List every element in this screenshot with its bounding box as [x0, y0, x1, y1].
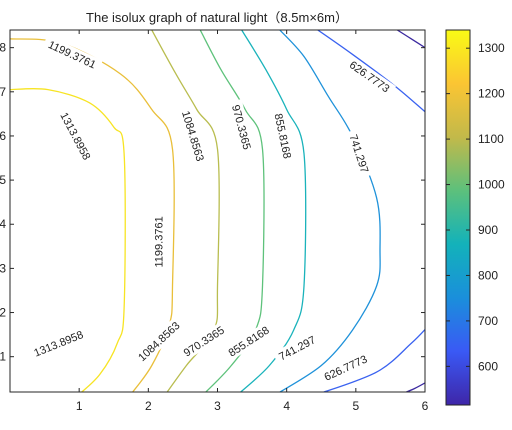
contour-line — [151, 30, 220, 392]
y-tick-label: 8 — [0, 41, 6, 55]
chart-title: The isolux graph of natural light（8.5m×6… — [86, 10, 348, 25]
contour-line — [317, 30, 425, 113]
x-tick-label: 5 — [352, 399, 359, 413]
x-axis: 1 2 3 4 5 6 — [76, 30, 429, 413]
y-tick-label: 6 — [0, 129, 6, 143]
colorbar-tick-label: 700 — [478, 314, 498, 328]
colorbar-tick-label: 1000 — [478, 178, 505, 192]
colorbar-tick-label: 900 — [478, 223, 498, 237]
colorbar-tick-label: 1300 — [478, 41, 505, 55]
contour-line — [278, 30, 381, 392]
colorbar-tick-label: 1100 — [478, 132, 504, 146]
plot-area: 1313.89581313.89581199.37611199.37611084… — [0, 29, 429, 413]
x-tick-label: 3 — [214, 399, 221, 413]
colorbar-fill — [446, 30, 470, 405]
x-tick-label: 2 — [145, 399, 152, 413]
x-tick-label: 1 — [76, 399, 83, 413]
y-tick-label: 7 — [0, 85, 6, 99]
colorbar-tick-label: 600 — [478, 359, 498, 373]
contour-line — [10, 87, 126, 392]
colorbar: 600 700 800 900 1000 1100 1200 1300 — [445, 29, 505, 406]
colorbar-frame — [445, 29, 471, 406]
y-tick-label: 3 — [0, 261, 6, 275]
contour-line — [404, 382, 425, 392]
y-tick-label: 1 — [0, 350, 6, 364]
colorbar-tick-label: 800 — [478, 268, 498, 282]
x-tick-label: 4 — [283, 399, 290, 413]
y-tick-label: 2 — [0, 306, 6, 320]
contour-label: 1199.3761 — [151, 211, 166, 273]
contour-label-text: 1199.3761 — [154, 216, 166, 267]
y-axis: 1 2 3 4 5 6 7 8 — [0, 41, 425, 364]
y-tick-label: 5 — [0, 173, 6, 187]
contour-lines — [10, 30, 425, 392]
colorbar-ticks: 600 700 800 900 1000 1100 1200 1300 — [446, 41, 505, 373]
contour-line — [199, 30, 265, 392]
y-tick-label: 4 — [0, 217, 6, 231]
colorbar-tick-label: 1200 — [478, 87, 505, 101]
contour-line — [239, 30, 307, 392]
x-tick-label: 6 — [422, 399, 429, 413]
contour-line — [322, 328, 425, 392]
